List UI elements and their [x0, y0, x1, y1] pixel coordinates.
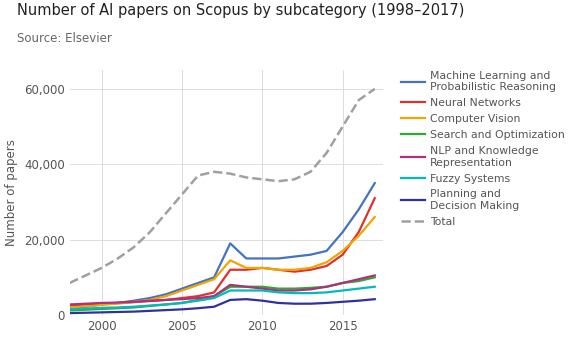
Text: Source: Elsevier: Source: Elsevier	[17, 32, 113, 44]
Y-axis label: Number of papers: Number of papers	[5, 139, 19, 246]
Legend: Machine Learning and
Probabilistic Reasoning, Neural Networks, Computer Vision, : Machine Learning and Probabilistic Reaso…	[401, 70, 565, 227]
Text: Number of AI papers on Scopus by subcategory (1998–2017): Number of AI papers on Scopus by subcate…	[17, 4, 465, 19]
